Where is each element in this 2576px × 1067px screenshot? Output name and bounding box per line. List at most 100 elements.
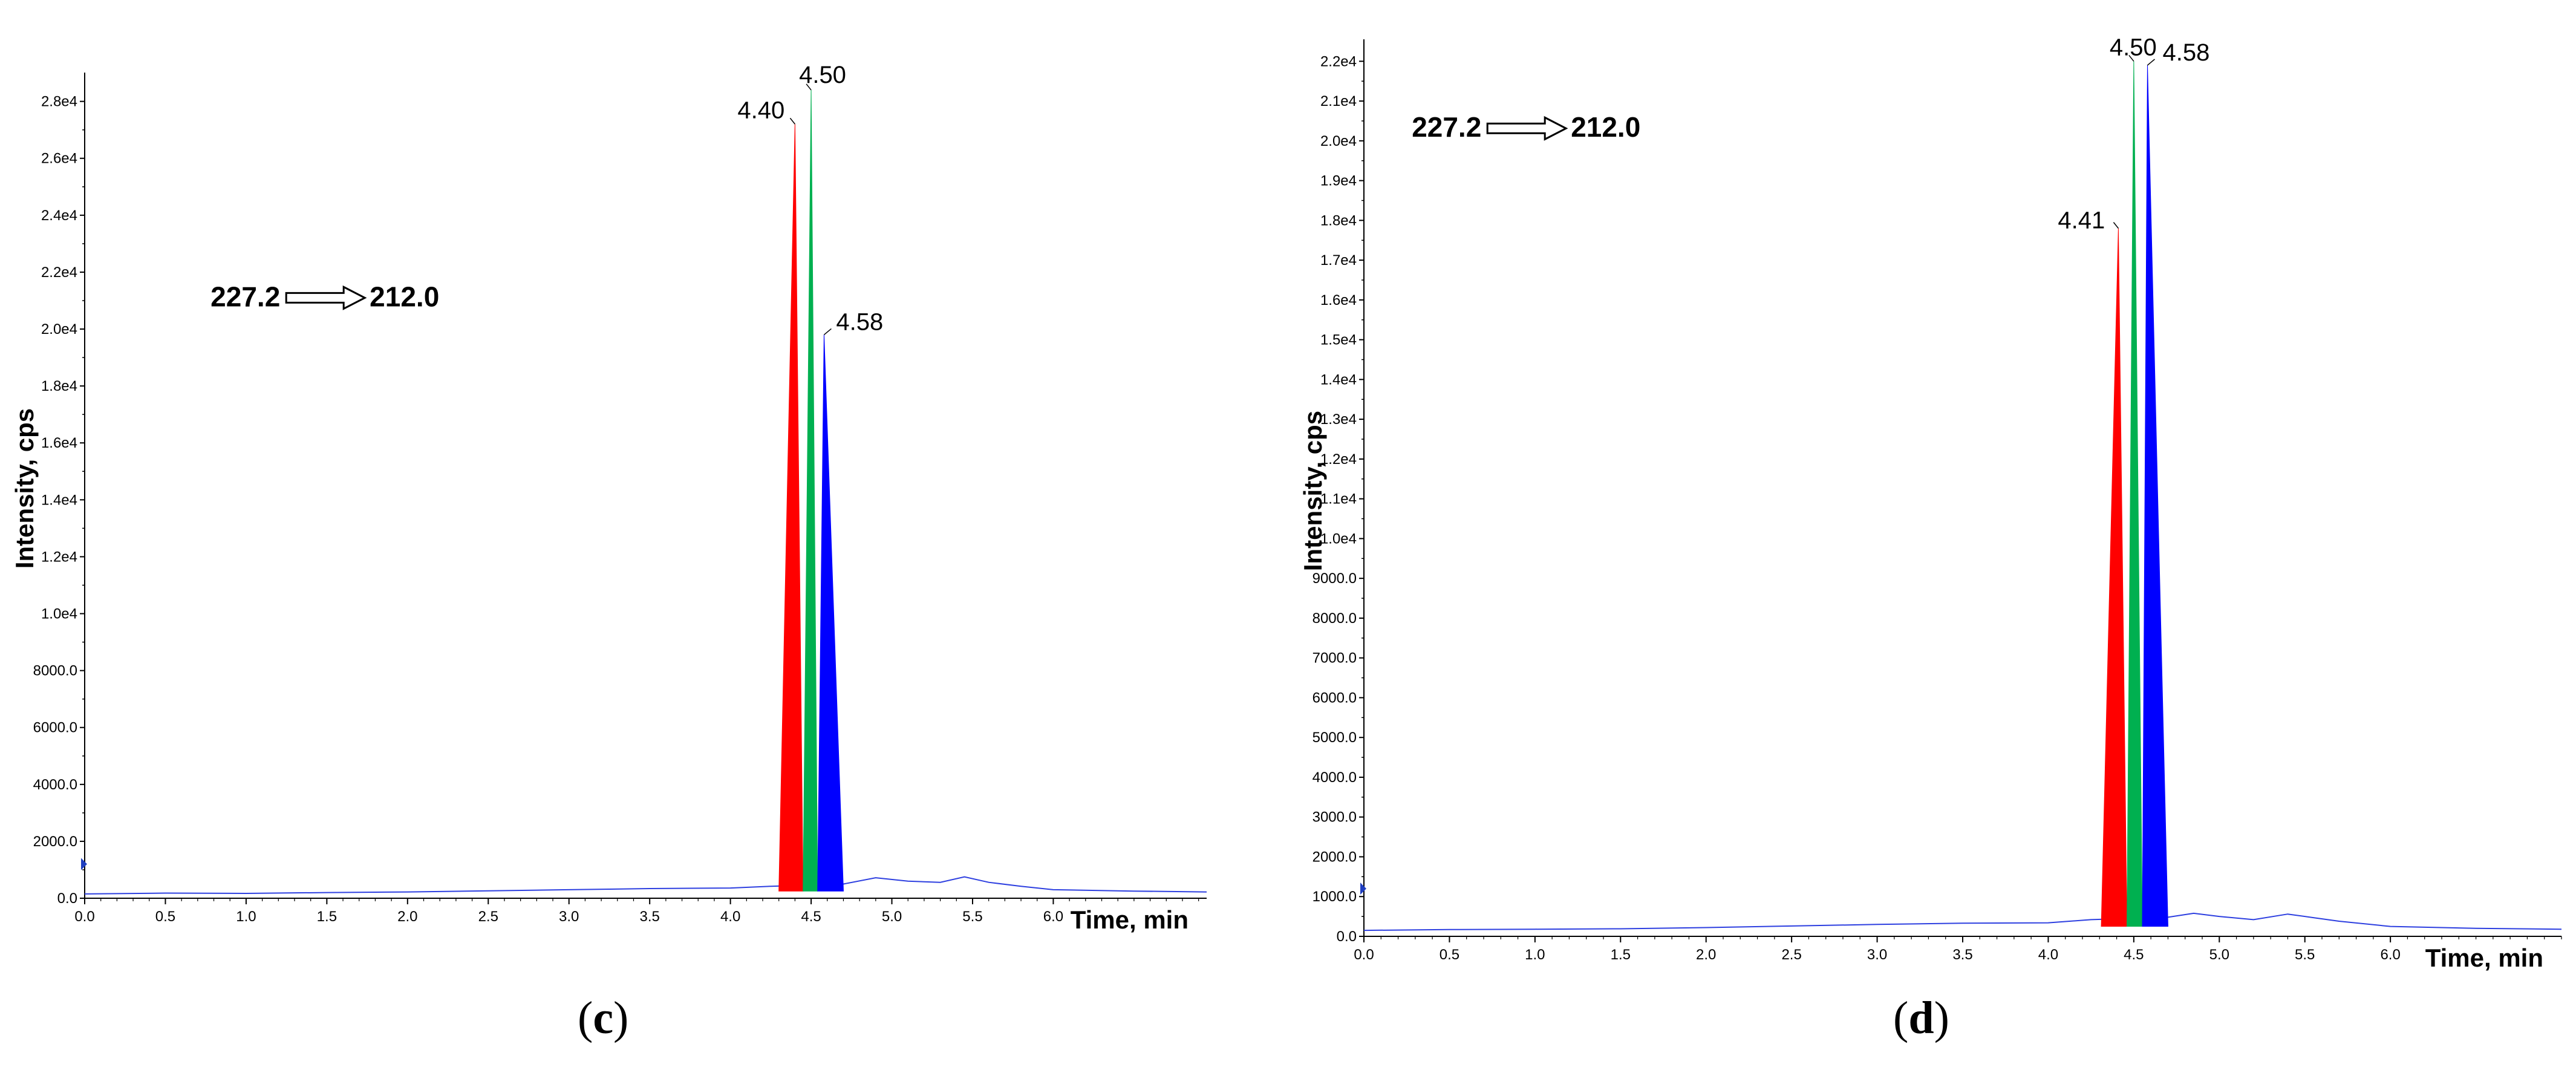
y-tick-label: 1.4e4 xyxy=(1320,371,1357,388)
peak-label-4-50: 4.50 xyxy=(2110,34,2157,60)
y-tick-label: 4000.0 xyxy=(33,777,77,793)
caption-c-open: ( xyxy=(578,993,593,1043)
peak-label-leader xyxy=(2113,222,2119,229)
x-tick-label: 1.0 xyxy=(1525,947,1545,963)
x-tick-label: 0.0 xyxy=(74,909,94,925)
transition-arrow-icon xyxy=(1486,116,1568,141)
x-tick-label: 4.5 xyxy=(801,909,821,925)
y-axis-title: Intensity, cps xyxy=(1299,411,1327,571)
peak-label-4-58: 4.58 xyxy=(836,308,883,335)
peak-label-leader xyxy=(2147,59,2155,66)
baseline-trace xyxy=(84,876,1207,895)
y-tick-label: 8000.0 xyxy=(1312,610,1357,627)
peak-1 xyxy=(803,90,818,892)
y-tick-label: 1.5e4 xyxy=(1320,332,1357,348)
x-tick-label: 1.5 xyxy=(1611,947,1631,963)
y-tick-label: 2.4e4 xyxy=(41,207,77,224)
y-tick-label: 2000.0 xyxy=(1312,849,1357,865)
peak-label-4-50: 4.50 xyxy=(799,62,846,88)
y-tick-label: 5000.0 xyxy=(1312,729,1357,746)
chromatogram-d-plot: 0.0 1000.0 2000.0 3000.0 4000.0 5000.0 6000.0 7… xyxy=(1299,34,2562,972)
x-tick-label: 4.0 xyxy=(720,909,740,925)
peak-0 xyxy=(2101,228,2128,927)
x-tick-label: 6.0 xyxy=(1043,909,1063,925)
y-tick-label: 3000.0 xyxy=(1312,809,1357,826)
y-tick-label: 9000.0 xyxy=(1312,570,1357,587)
y-tick-label: 8000.0 xyxy=(33,663,77,679)
x-tick-label: 2.0 xyxy=(1696,947,1716,963)
x-tick-label: 0.5 xyxy=(1440,947,1459,963)
x-tick-label: 4.0 xyxy=(2038,947,2058,963)
x-tick-label: 3.0 xyxy=(559,909,579,925)
y-tick-label: 1.8e4 xyxy=(1320,212,1357,229)
caption-c: (c) xyxy=(578,992,628,1045)
x-axis-title: Time, min xyxy=(2425,944,2543,972)
x-tick-label: 5.0 xyxy=(882,909,902,925)
y-axis-title: Intensity, cps xyxy=(10,408,39,569)
y-tick-label: 2000.0 xyxy=(33,834,77,850)
x-tick-label: 2.5 xyxy=(478,909,498,925)
x-axis-title: Time, min xyxy=(1071,905,1189,934)
y-tick-label: 1.2e4 xyxy=(1320,451,1357,468)
chromatogram-c-plot: 0.0 2000.0 4000.0 6000.0 8000.0 1.0e4 1.2e4 1.4… xyxy=(10,62,1207,934)
y-tick-label: 2.0e4 xyxy=(1320,133,1357,149)
x-tick-label: 0.5 xyxy=(155,909,175,925)
y-tick-label: 1.0e4 xyxy=(41,606,77,622)
y-tick-label: 6000.0 xyxy=(33,720,77,736)
transition-precursor: 227.2 xyxy=(1412,111,1481,143)
chromatogram-panel-c: 0.0 2000.0 4000.0 6000.0 8000.0 1.0e4 1.2e4 1.4… xyxy=(0,0,1282,1067)
y-tick-label: 1.3e4 xyxy=(1320,411,1357,428)
caption-c-letter: c xyxy=(593,993,614,1043)
transition-product: 212.0 xyxy=(1571,111,1640,143)
axis-marker xyxy=(81,858,87,870)
transition-arrow-icon xyxy=(285,285,367,310)
peak-label-leader xyxy=(806,83,812,91)
x-tick-label: 5.5 xyxy=(2295,947,2315,963)
y-tick-label: 1.2e4 xyxy=(41,549,77,565)
y-tick-label: 1.8e4 xyxy=(41,378,77,394)
x-tick-label: 0.0 xyxy=(1354,947,1374,963)
peak-label-leader xyxy=(823,328,832,336)
y-tick-label: 2.2e4 xyxy=(41,264,77,281)
y-tick-label: 2.8e4 xyxy=(41,94,77,110)
y-tick-label: 1.6e4 xyxy=(41,435,77,451)
y-tick-label: 1.4e4 xyxy=(41,492,77,508)
caption-d: (d) xyxy=(1893,992,1949,1045)
y-tick-label: 7000.0 xyxy=(1312,650,1357,667)
y-tick-label: 6000.0 xyxy=(1312,690,1357,706)
x-tick-label: 3.0 xyxy=(1867,947,1887,963)
y-tick-label: 2.6e4 xyxy=(41,151,77,167)
caption-d-letter: d xyxy=(1908,993,1934,1043)
y-tick-label: 1.6e4 xyxy=(1320,292,1357,308)
x-tick-label: 5.0 xyxy=(2209,947,2229,963)
y-tick-label: 1.0e4 xyxy=(1320,530,1357,547)
caption-d-open: ( xyxy=(1893,993,1909,1043)
x-tick-label: 6.0 xyxy=(2380,947,2400,963)
chromatogram-panel-d: 0.0 1000.0 2000.0 3000.0 4000.0 5000.0 6000.0 7… xyxy=(1282,0,2576,1067)
x-tick-label: 3.5 xyxy=(1952,947,1972,963)
peak-label-4-58: 4.58 xyxy=(2162,39,2209,66)
transition-precursor: 227.2 xyxy=(210,281,280,312)
y-tick-label: 1.9e4 xyxy=(1320,173,1357,189)
x-tick-label: 4.5 xyxy=(2124,947,2144,963)
axis-marker xyxy=(1360,883,1366,895)
peak-label-4-40: 4.40 xyxy=(737,97,784,123)
x-tick-label: 3.5 xyxy=(639,909,659,925)
peak-0 xyxy=(778,124,804,892)
y-tick-label: 4000.0 xyxy=(1312,769,1357,786)
peak-label-leader xyxy=(789,117,795,125)
y-tick-label: 0.0 xyxy=(1337,928,1357,945)
peak-2 xyxy=(817,334,844,892)
peak-2 xyxy=(2142,65,2168,927)
caption-d-close: ) xyxy=(1934,993,1949,1043)
peak-1 xyxy=(2127,61,2143,927)
y-tick-label: 1.7e4 xyxy=(1320,252,1357,269)
y-tick-label: 2.2e4 xyxy=(1320,53,1357,70)
x-tick-label: 1.5 xyxy=(317,909,337,925)
y-tick-label: 1000.0 xyxy=(1312,889,1357,905)
x-tick-label: 2.5 xyxy=(1781,947,1801,963)
y-tick-label: 2.1e4 xyxy=(1320,93,1357,109)
y-tick-label: 0.0 xyxy=(57,890,77,907)
baseline-trace xyxy=(1363,912,2562,932)
x-tick-label: 1.0 xyxy=(236,909,256,925)
